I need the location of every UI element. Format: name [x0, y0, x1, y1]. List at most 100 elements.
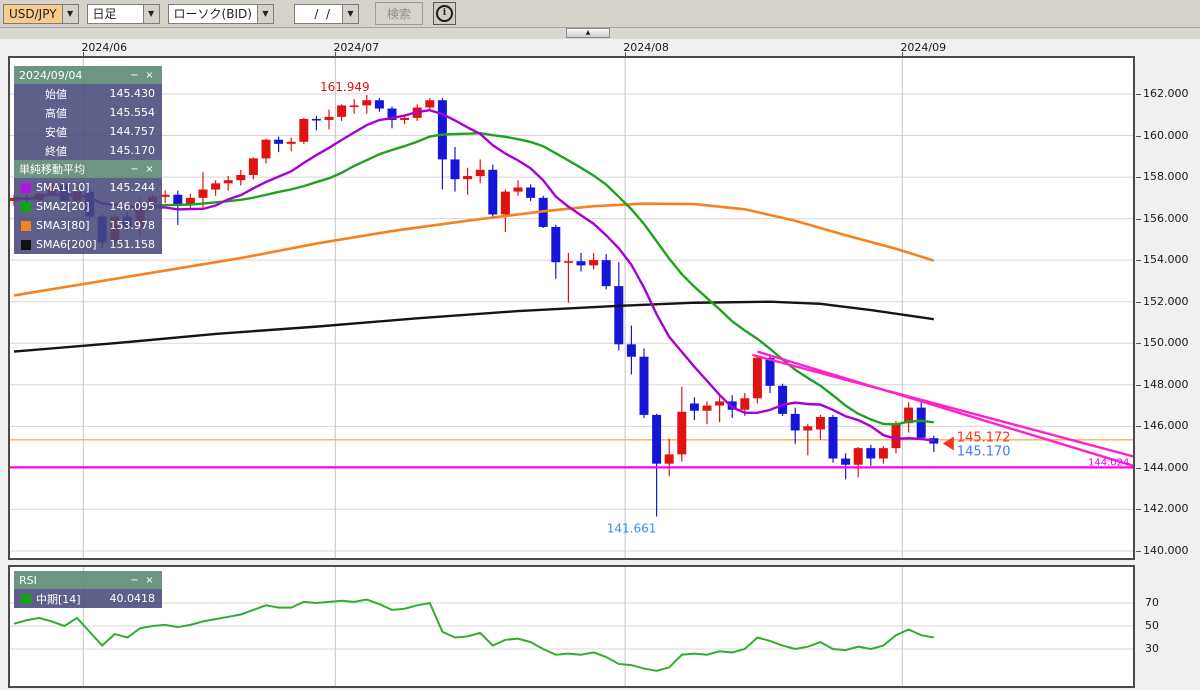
- chart-type-select[interactable]: ローソク(BID) ▼: [167, 3, 274, 24]
- rsi-axis-label: 70: [1145, 596, 1159, 609]
- close-label: 終値: [45, 144, 67, 158]
- date-axis-label: 2024/09: [900, 41, 947, 54]
- sma-panel[interactable]: 単純移動平均 − × SMA1[10] 145.244 SMA2[20] 146…: [14, 160, 162, 254]
- high-value: 145.554: [109, 106, 156, 119]
- candle-body: [589, 260, 599, 266]
- candle-body: [689, 403, 699, 411]
- sma2-row: SMA2[20] 146.095: [14, 197, 162, 216]
- candle-body: [223, 180, 233, 184]
- close-icon[interactable]: ×: [145, 163, 154, 175]
- candle-body: [500, 191, 510, 215]
- collapse-chart-button[interactable]: ▲: [566, 28, 610, 38]
- candle-body: [778, 385, 788, 414]
- close-icon[interactable]: ×: [145, 69, 154, 81]
- sma6-value: 151.158: [109, 238, 156, 251]
- candle-body: [563, 261, 573, 263]
- date-axis-tick: [83, 52, 85, 56]
- ohlc-panel-header[interactable]: 2024/09/04 − ×: [14, 66, 162, 84]
- candle-body: [198, 189, 208, 198]
- candle-body: [311, 118, 321, 121]
- sma1-swatch: [21, 182, 31, 193]
- sma2-swatch: [21, 201, 31, 212]
- ohlc-row-open: 始値 145.430: [14, 84, 162, 103]
- chart-type-select-value[interactable]: ローソク(BID): [167, 3, 257, 24]
- candle-body: [752, 357, 762, 399]
- candle-body: [349, 105, 359, 108]
- candle-body: [185, 197, 195, 205]
- info-icon: i: [435, 5, 453, 22]
- sma2-value: 146.095: [109, 200, 156, 213]
- candle-body: [337, 105, 347, 117]
- candle-body: [652, 414, 662, 464]
- main-chart-pane[interactable]: 161.949 141.661 145.172 145.170 144.024: [8, 56, 1135, 560]
- date-picker[interactable]: / / ▼: [293, 3, 359, 24]
- sma200-line: [13, 300, 934, 353]
- candle-body: [626, 344, 636, 357]
- price-axis-tick: [1136, 426, 1141, 428]
- candle-body: [790, 413, 800, 431]
- candle-body: [160, 194, 170, 197]
- minimize-icon[interactable]: −: [130, 574, 139, 586]
- chevron-down-icon[interactable]: ▼: [61, 3, 79, 24]
- rsi-name: 中期[14]: [36, 592, 81, 606]
- rsi-chart[interactable]: [8, 565, 1135, 688]
- date-axis-tick: [335, 52, 337, 56]
- date-axis-label: 2024/07: [333, 41, 380, 54]
- close-icon[interactable]: ×: [145, 574, 154, 586]
- date-axis-label: 2024/06: [81, 41, 128, 54]
- rsi-value: 40.0418: [109, 592, 156, 605]
- candle-body: [765, 357, 775, 386]
- date-axis-tick: [902, 52, 904, 56]
- sma1-value: 145.244: [109, 181, 156, 194]
- chevron-down-icon[interactable]: ▼: [142, 3, 160, 24]
- close-value: 145.170: [109, 144, 156, 157]
- current-price-marker-icon: [942, 436, 954, 451]
- price-axis-tick: [1136, 384, 1141, 386]
- candle-body: [513, 187, 523, 192]
- candle-body: [362, 100, 372, 106]
- main-pane-border: [8, 56, 1135, 560]
- price-axis-label: 140.000: [1143, 543, 1189, 557]
- magenta-trendline: [757, 350, 1135, 468]
- pair-select-value[interactable]: USD/JPY: [3, 3, 62, 24]
- candle-body: [727, 401, 737, 410]
- rsi-pane[interactable]: [8, 565, 1135, 688]
- timeframe-select-value[interactable]: 日足: [86, 3, 143, 24]
- chevron-down-icon[interactable]: ▼: [341, 3, 359, 24]
- rsi-legend-panel[interactable]: RSI − × 中期[14] 40.0418: [14, 571, 162, 608]
- date-input[interactable]: / /: [293, 3, 342, 24]
- candle-body: [576, 261, 586, 266]
- candle-body: [916, 407, 926, 438]
- sma-panel-header[interactable]: 単純移動平均 − ×: [14, 160, 162, 178]
- candle-body: [841, 458, 851, 465]
- date-axis-tick: [625, 52, 627, 56]
- rsi-axis-label: 30: [1145, 642, 1159, 655]
- ask-price-label: 145.172: [957, 431, 1011, 446]
- sma3-swatch: [21, 220, 31, 231]
- minimize-icon[interactable]: −: [130, 69, 139, 81]
- candle-body: [387, 108, 397, 120]
- info-button[interactable]: i: [432, 2, 456, 25]
- candle-body: [702, 405, 712, 411]
- low-price-label: 141.661: [607, 521, 657, 535]
- rsi-panel-header[interactable]: RSI − ×: [14, 571, 162, 589]
- pair-select[interactable]: USD/JPY ▼: [3, 3, 79, 24]
- candle-body: [639, 356, 649, 415]
- candle-body: [878, 448, 888, 459]
- search-button[interactable]: 検索: [374, 2, 423, 25]
- rsi-axis-label: 50: [1145, 619, 1159, 632]
- collapse-strip: ▲: [0, 28, 1200, 39]
- open-label: 始値: [45, 87, 67, 101]
- minimize-icon[interactable]: −: [130, 163, 139, 175]
- sma6-name: SMA6[200]: [36, 238, 97, 251]
- ohlc-panel[interactable]: 2024/09/04 − × 始値 145.430 高値 145.554 安値 …: [14, 66, 162, 160]
- candle-body: [601, 260, 611, 287]
- hline-price-label: 144.024: [1088, 457, 1129, 468]
- candle-body: [488, 169, 498, 215]
- chevron-down-icon[interactable]: ▼: [256, 3, 274, 24]
- price-axis-tick: [1136, 343, 1141, 345]
- timeframe-select[interactable]: 日足 ▼: [86, 3, 160, 24]
- price-axis-label: 152.000: [1143, 294, 1189, 308]
- candle-body: [828, 416, 838, 459]
